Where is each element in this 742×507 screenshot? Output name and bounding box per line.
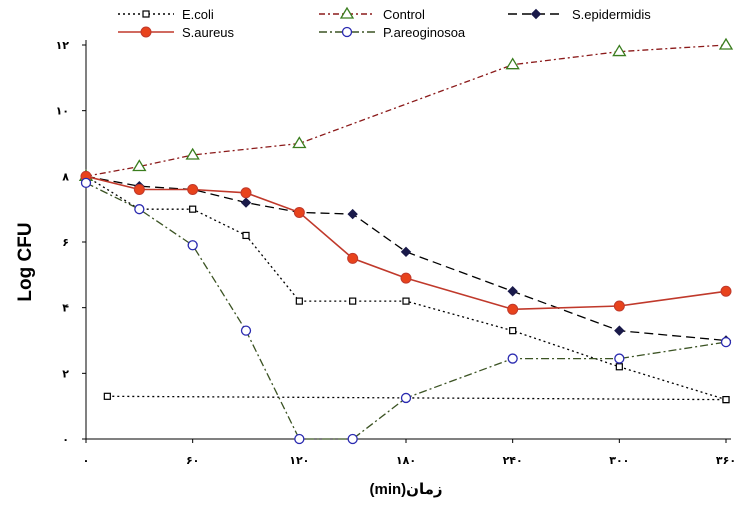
data-point — [240, 325, 252, 336]
y-tick-label: ۱۰ — [56, 106, 69, 118]
legend-marker — [339, 6, 355, 19]
data-point — [293, 206, 305, 218]
data-point — [400, 392, 412, 404]
data-point — [103, 392, 111, 400]
data-point — [507, 303, 519, 315]
data-point — [718, 37, 734, 50]
legend-item: S.epidermidis — [508, 7, 651, 22]
data-point — [185, 147, 200, 160]
data-point — [134, 204, 145, 215]
data-point — [294, 433, 305, 445]
series-line — [85, 175, 727, 342]
data-point — [505, 57, 520, 70]
series-line — [85, 44, 727, 177]
data-point — [722, 396, 730, 404]
data-point — [349, 297, 357, 305]
data-point — [720, 336, 732, 348]
legend-label: S.aureus — [182, 25, 235, 40]
data-point — [187, 183, 199, 195]
data-point — [347, 252, 359, 264]
data-point — [400, 272, 412, 284]
series-line — [85, 182, 727, 440]
x-tick-label: ۳۶۰ — [716, 455, 736, 467]
legend-label: P.areoginosoa — [383, 25, 466, 40]
series-e-coli — [82, 172, 730, 404]
y-tick-label: ۲ — [62, 368, 69, 380]
series-control — [78, 37, 734, 181]
legend-marker — [530, 8, 542, 20]
legend-label: Control — [383, 7, 425, 22]
y-tick-label: ۴ — [62, 303, 69, 315]
series-line — [85, 175, 727, 311]
data-point — [132, 159, 147, 172]
x-tick-label: ۱۲۰ — [289, 455, 309, 467]
legend-item: S.aureus — [118, 25, 235, 40]
data-point — [240, 197, 252, 208]
legend-marker — [140, 26, 152, 38]
legend-label: E.coli — [182, 7, 214, 22]
data-point — [295, 297, 303, 305]
legend: E.coli Control S.epidermidis S.aureus P.areo… — [118, 6, 651, 40]
legend-item: P.areoginosoa — [319, 25, 466, 40]
legend-item: E.coli — [118, 7, 214, 22]
y-axis-title: Log CFU — [15, 222, 36, 301]
data-point — [242, 231, 250, 240]
data-point — [614, 325, 625, 336]
data-point — [507, 353, 518, 364]
legend-item: Control — [319, 6, 425, 22]
series-s-aureus — [80, 170, 732, 315]
data-point — [720, 285, 732, 297]
series-line — [107, 395, 727, 401]
y-tick-label: ۸ — [62, 171, 69, 183]
data-point — [509, 327, 517, 335]
data-point — [347, 433, 358, 445]
data-point — [507, 286, 518, 297]
data-point — [292, 136, 307, 149]
legend-marker — [341, 26, 353, 38]
data-point — [187, 240, 198, 251]
series-layer — [78, 37, 734, 445]
series-s-epidermidis — [80, 171, 732, 346]
x-tick-label: ۰ — [83, 455, 90, 467]
series-p-areoginosoa — [80, 177, 732, 445]
data-point — [614, 353, 625, 364]
data-point — [402, 297, 410, 305]
data-point — [347, 208, 358, 220]
data-point — [612, 44, 627, 57]
data-point — [613, 300, 625, 312]
x-tick-label: ۱۸۰ — [396, 455, 416, 467]
series-line — [85, 175, 727, 401]
data-point — [615, 363, 623, 371]
data-point — [400, 246, 412, 258]
legend-marker — [142, 10, 150, 18]
legend-label: S.epidermidis — [572, 7, 651, 22]
data-point — [189, 205, 197, 213]
x-tick-label: ۶۰ — [186, 455, 199, 467]
data-point — [240, 187, 252, 199]
data-point — [133, 183, 145, 195]
y-tick-label: ۰ — [62, 434, 69, 446]
y-tick-label: ۶ — [62, 237, 69, 249]
x-tick-label: ۲۴۰ — [503, 455, 523, 467]
x-axis-title: زمان(min) — [369, 481, 442, 498]
data-point — [80, 177, 92, 189]
y-tick-label: ۱۲ — [56, 40, 70, 52]
series-e-coli — [103, 392, 730, 404]
x-tick-label: ۳۰۰ — [609, 455, 629, 467]
